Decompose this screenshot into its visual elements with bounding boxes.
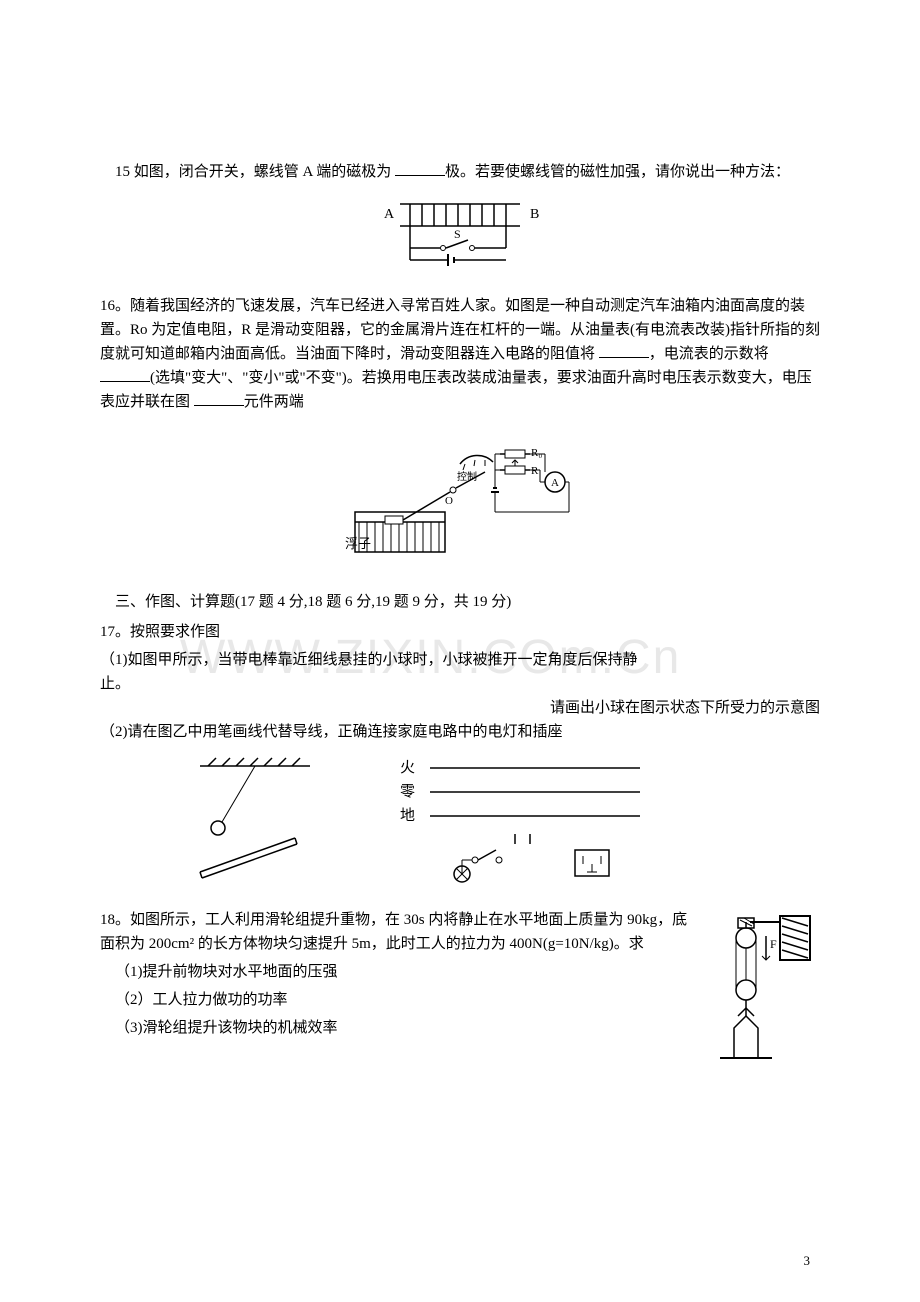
page-number: 3 <box>804 1251 811 1272</box>
label-R: R <box>531 465 539 477</box>
label-B: B <box>530 207 539 222</box>
q18-figure: F <box>710 908 820 1096</box>
solenoid-diagram: A B S <box>360 192 560 272</box>
section3-title: 三、作图、计算题(17 题 4 分,18 题 6 分,19 题 9 分，共 19… <box>100 590 820 614</box>
q16-text-d: 元件两端 <box>244 394 304 410</box>
svg-text:F: F <box>770 937 777 951</box>
q17-title: 17。按照要求作图 <box>100 620 820 644</box>
q17-fig-a <box>160 754 340 884</box>
label-O: O <box>445 495 453 507</box>
q17-sub1: （1)如图甲所示，当带电棒靠近细线悬挂的小球时，小球被推开一定角度后保持静止。 … <box>100 648 820 696</box>
oil-gauge-diagram: 浮子 O 控制 R₀ R A <box>345 442 575 562</box>
label-zero: 零 <box>400 784 415 800</box>
q16-figure: 浮子 O 控制 R₀ R A <box>100 442 820 570</box>
q15-blank1 <box>395 161 445 176</box>
q16-blank3 <box>194 391 244 406</box>
q18-block: F 18。如图所示，工人利用滑轮组提升重物，在 30s 内将静止在水平地面上质量… <box>100 908 820 1096</box>
q17-sub1-a: （1)如图甲所示，当带电棒靠近细线悬挂的小球时，小球被推开一定角度后保持静止。 <box>100 648 660 696</box>
q16-text-b: ，电流表的示数将 <box>649 346 769 362</box>
label-Ro: R₀ <box>531 447 542 459</box>
label-float: 浮子 <box>345 536 371 551</box>
label-Ammeter: A <box>551 477 559 489</box>
page-content: 15 如图，闭合开关，螺线管 A 端的磁极为 极。若要使螺线管的磁性加强，请你说… <box>100 160 820 1096</box>
label-A: A <box>384 207 395 222</box>
q17-fig-b: 火 零 地 <box>400 754 660 884</box>
q16-text: 16。随着我国经济的飞速发展，汽车已经进入寻常百姓人家。如图是一种自动测定汽车油… <box>100 294 820 414</box>
label-ground: 地 <box>400 807 415 824</box>
label-gauge: 控制 <box>457 470 477 483</box>
label-fire: 火 <box>400 760 415 776</box>
q15-text-a: 15 如图，闭合开关，螺线管 A 端的磁极为 <box>115 164 395 180</box>
q17-figures: 火 零 地 <box>160 754 820 884</box>
q15-text-b: 极。若要使螺线管的磁性加强，请你说出一种方法： <box>445 164 790 180</box>
label-S: S <box>454 227 461 241</box>
q16-blank1 <box>599 343 649 358</box>
q15-text: 15 如图，闭合开关，螺线管 A 端的磁极为 极。若要使螺线管的磁性加强，请你说… <box>100 160 820 184</box>
pulley-diagram: F <box>710 908 820 1088</box>
q17-sub1-b-prefix: 请画出小球在图示状态下所受力的示意图 <box>550 696 820 720</box>
q16-blank2 <box>100 367 150 382</box>
q15-figure: A B S <box>100 192 820 280</box>
q17-sub2: （2)请在图乙中用笔画线代替导线，正确连接家庭电路中的电灯和插座 <box>100 720 820 744</box>
